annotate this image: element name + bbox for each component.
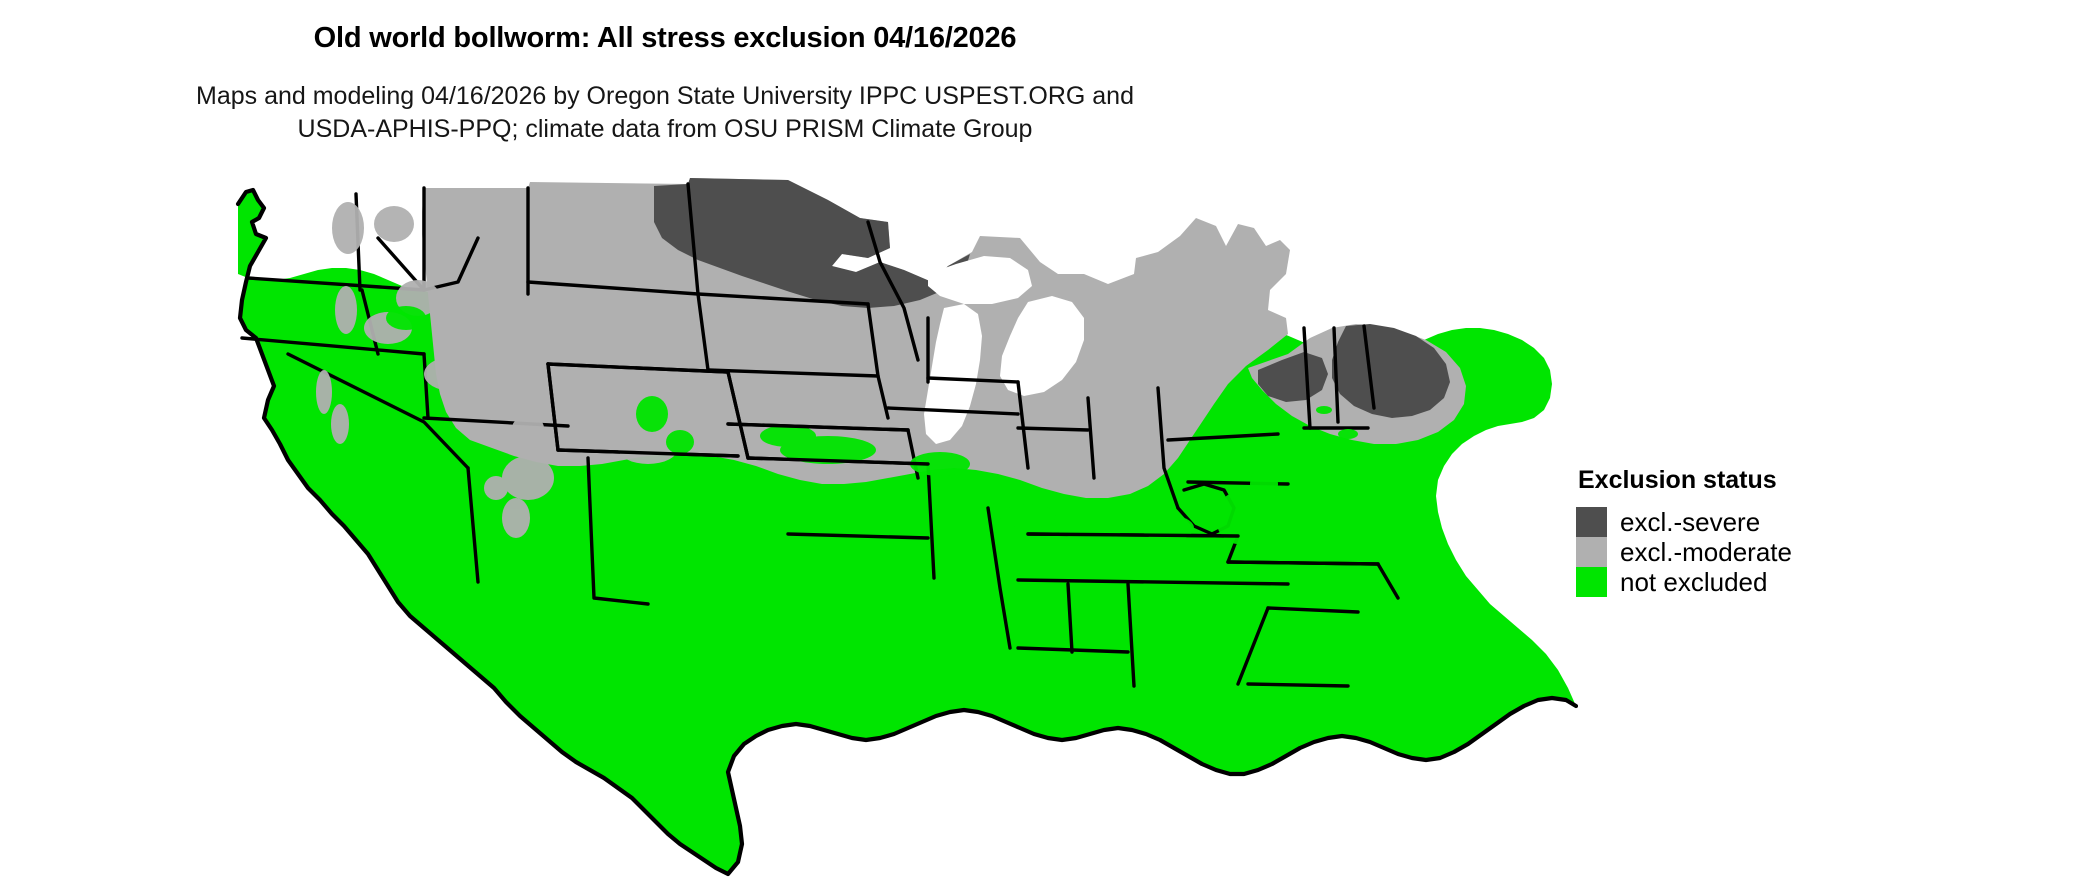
legend-label-not-excluded: not excluded [1620, 567, 1768, 597]
border-ga-fl [1246, 682, 1350, 688]
border-nv-az [422, 416, 570, 428]
border-mt-wy [526, 280, 700, 296]
border-il-in [1016, 380, 1030, 470]
page-title: Old world bollworm: All stress exclusion… [313, 22, 1017, 54]
us-exclusion-map [228, 178, 1578, 888]
green-patch-co-valley-2 [666, 430, 694, 454]
patch-ut-wasatch [507, 354, 533, 414]
border-in-mi [1016, 426, 1090, 432]
border-il-wi [926, 376, 1020, 384]
patch-nv-ranges-1 [424, 357, 480, 391]
legend-swatch-severe [1576, 507, 1607, 537]
subtitle-line-2: USDA-APHIS-PPQ; climate data from OSU PR… [297, 115, 1033, 143]
border-wy-sd [696, 292, 710, 372]
legend: Exclusion status excl.-severe excl.-mode… [1576, 466, 1906, 597]
patch-cascades-wa [332, 202, 364, 254]
overlay-border-co-nm [556, 448, 740, 458]
subtitle-line-1: Maps and modeling 04/16/2026 by Oregon S… [196, 82, 1134, 110]
border-sc-ga [1236, 606, 1270, 686]
border-oh-pa-wv [1156, 386, 1180, 510]
overlay-border-co-ks [726, 370, 750, 460]
border-ca-or [240, 336, 426, 356]
severe-northern-new-york [1258, 352, 1328, 402]
border-nd-sd [696, 292, 870, 306]
patch-nv-ranges-2 [460, 388, 496, 412]
overlay-border-wy-co [546, 362, 730, 374]
layer-excl-severe [654, 178, 1450, 418]
border-or-wa [246, 276, 426, 292]
legend-rows: excl.-severe excl.-moderate not excluded [1576, 507, 1906, 597]
legend-swatch-moderate [1576, 537, 1607, 567]
border-vt-nh [1332, 326, 1340, 424]
border-nv-ut [422, 352, 430, 420]
severe-upper-midwest [654, 178, 970, 308]
green-patch-id-snake [386, 306, 426, 330]
patch-sierra-s [331, 404, 349, 444]
border-mn-wi [866, 220, 920, 362]
subtitle-block: Maps and modeling 04/16/2026 by Oregon S… [0, 80, 1330, 146]
severe-northern-new-england [1332, 324, 1450, 418]
border-ia-mo [886, 406, 1020, 416]
border-ny-vt-nh [1302, 326, 1312, 430]
overlay-border-va-nc [1226, 560, 1380, 566]
green-patch-ks-central [760, 425, 816, 447]
border-ga-al [1126, 582, 1136, 688]
border-al-ms [1066, 582, 1074, 654]
legend-swatch-not-excluded [1576, 567, 1607, 597]
us-map-svg [235, 178, 1578, 877]
green-patch-co-valley-1 [636, 396, 668, 432]
green-patch-ne-coast [1316, 406, 1332, 414]
border-nc-sc [1266, 606, 1360, 614]
patch-co-west [572, 378, 624, 438]
overlay-border-ky-tn [1026, 532, 1240, 538]
green-patch-long-island [1282, 447, 1326, 457]
lake-huron-erie [1000, 296, 1084, 396]
map-borders-overlay [546, 362, 1380, 566]
texture-moderate-patches [316, 202, 678, 538]
patch-nm-north [502, 456, 554, 500]
patch-ut-south [512, 416, 544, 440]
border-in-oh [1086, 396, 1096, 480]
legend-label-severe: excl.-severe [1620, 507, 1761, 537]
patch-az-rim [484, 476, 508, 500]
border-nh-me [1362, 324, 1376, 410]
green-patch-va-east [1216, 492, 1260, 544]
overlay-border-ut-co [546, 362, 560, 452]
border-ca-nv [286, 352, 470, 470]
overlay-border-ks-ok [746, 456, 930, 466]
border-nm-tx [586, 456, 650, 606]
border-ny-pa [1166, 432, 1280, 442]
border-tn-ms-al-ga [1016, 578, 1290, 586]
border-nd-mn [686, 182, 700, 296]
border-sd-mn-ia [866, 302, 880, 378]
patch-or-cascades [335, 286, 357, 334]
legend-item-severe[interactable]: excl.-severe [1576, 507, 1906, 537]
patch-co-south [618, 432, 678, 464]
border-nc-va-coast [1376, 562, 1400, 600]
green-patch-cape-cod [1338, 429, 1358, 439]
legend-title: Exclusion status [1578, 466, 1777, 494]
patch-ne-wa [374, 206, 414, 242]
legend-item-not-excluded[interactable]: not excluded [1576, 567, 1906, 597]
legend-item-moderate[interactable]: excl.-moderate [1576, 537, 1906, 567]
border-id-mt [376, 236, 480, 292]
legend-label-moderate: excl.-moderate [1620, 537, 1792, 567]
lake-superior [928, 256, 1032, 304]
border-sd-ne [706, 368, 880, 378]
green-patch-ky-west [1000, 504, 1056, 528]
green-patch-mo-south [910, 452, 970, 476]
title-block: Old world bollworm: All stress exclusion… [0, 22, 1330, 55]
border-ar-tn-ms [986, 506, 1012, 650]
border-ok-tx [786, 532, 930, 540]
patch-nm-central [502, 498, 530, 538]
green-patch-md-del [1250, 466, 1278, 502]
border-ne-ia [876, 374, 890, 420]
national-border [235, 187, 1578, 877]
border-ok-ar [926, 462, 936, 580]
border-az-nm [466, 466, 480, 584]
overlay-border-ne-ks [726, 422, 910, 432]
patch-sierra-n [316, 370, 332, 414]
